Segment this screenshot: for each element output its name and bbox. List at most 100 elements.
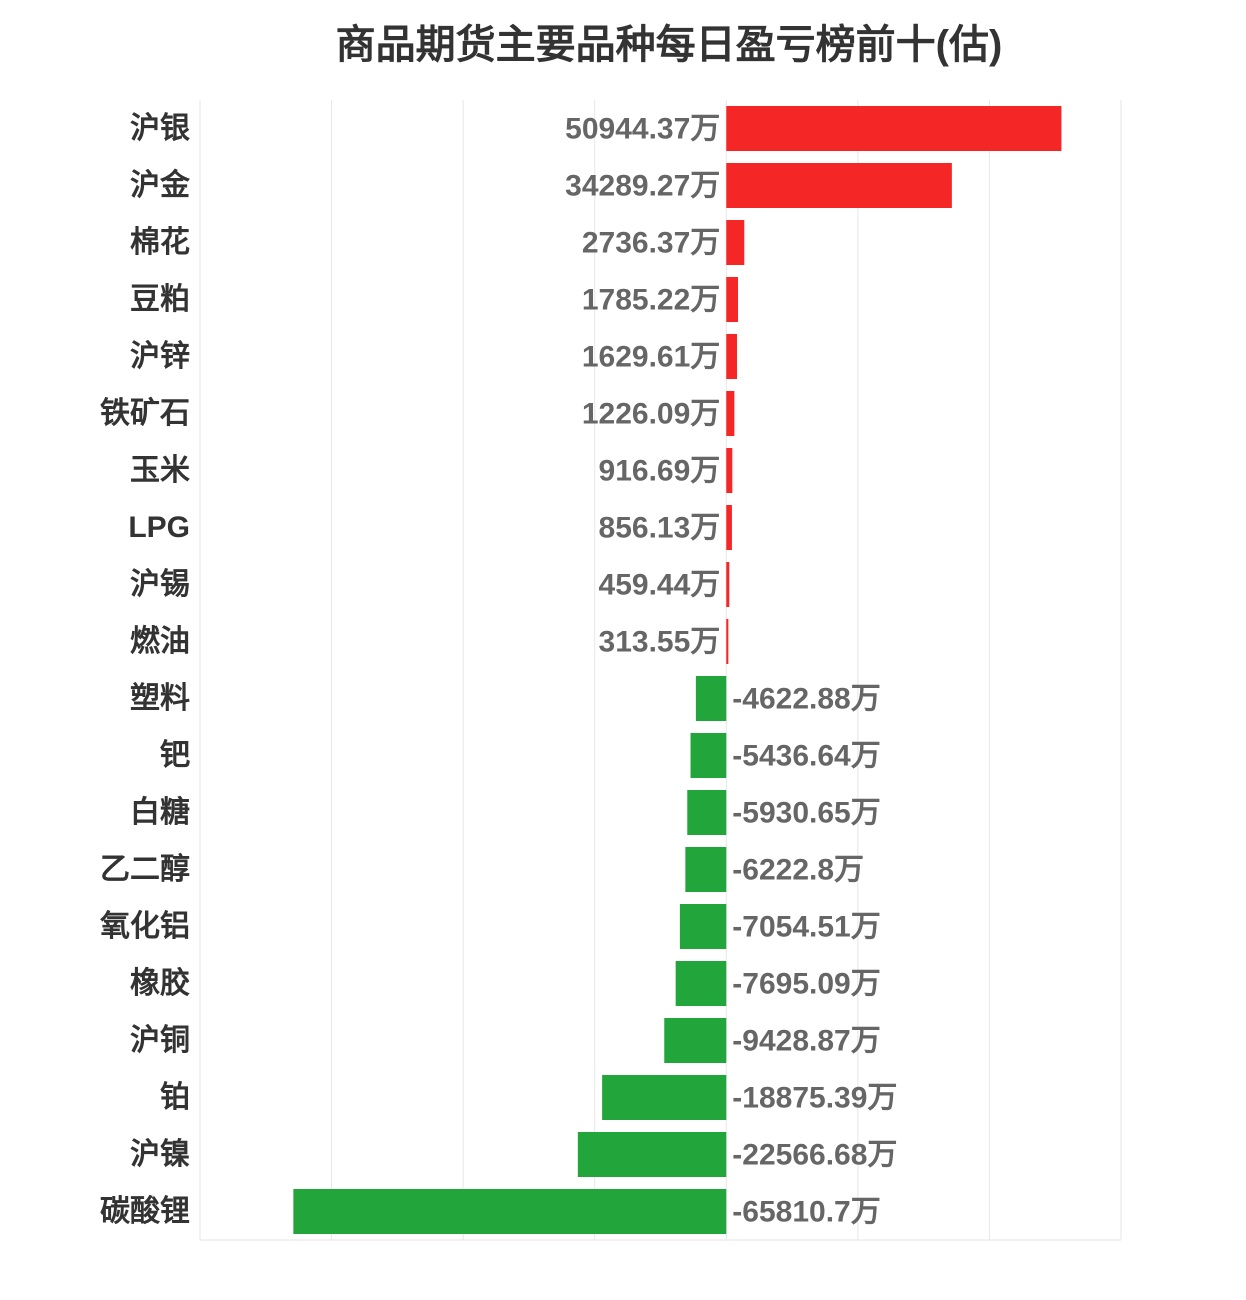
value-label-13: -5930.65万 xyxy=(732,796,880,829)
value-label-number: -5930.65 xyxy=(732,796,850,829)
value-label-10: 313.55万 xyxy=(599,625,721,658)
value-labels: 50944.37万34289.27万2736.37万1785.22万1629.6… xyxy=(565,112,897,1228)
bar-2 xyxy=(726,163,952,208)
value-label-unit: 万 xyxy=(690,283,720,316)
category-label-4: 豆粕 xyxy=(130,283,190,316)
value-label-1: 50944.37万 xyxy=(565,112,720,145)
bar-14 xyxy=(685,847,727,892)
value-label-unit: 万 xyxy=(851,1195,881,1228)
category-label-20: 碳酸锂 xyxy=(100,1195,190,1228)
value-label-number: 34289.27 xyxy=(565,169,690,202)
value-label-unit: 万 xyxy=(851,910,881,943)
bar-15 xyxy=(679,904,727,949)
value-label-unit: 万 xyxy=(851,682,881,715)
value-label-number: -6222.8 xyxy=(732,853,834,886)
value-label-8: 856.13万 xyxy=(599,511,721,544)
value-label-number: 1629.61 xyxy=(582,340,690,373)
category-label-6: 铁矿石 xyxy=(100,396,190,430)
bars xyxy=(293,106,1062,1234)
category-label-16: 橡胶 xyxy=(130,966,190,1000)
value-label-number: 2736.37 xyxy=(582,226,690,259)
category-label-15: 氧化铝 xyxy=(100,910,190,943)
bar-6 xyxy=(726,391,735,436)
bar-17 xyxy=(664,1018,727,1063)
value-label-unit: 万 xyxy=(867,1138,897,1171)
value-label-number: -4622.88 xyxy=(732,682,850,715)
value-label-number: 1226.09 xyxy=(582,397,690,430)
value-label-16: -7695.09万 xyxy=(732,967,880,1000)
bar-9 xyxy=(726,562,730,607)
bar-1 xyxy=(726,106,1062,151)
value-label-17: -9428.87万 xyxy=(732,1024,880,1057)
value-label-unit: 万 xyxy=(690,112,720,145)
category-label-10: 燃油 xyxy=(130,625,190,658)
bar-7 xyxy=(726,448,733,493)
category-label-3: 棉花 xyxy=(130,226,190,259)
value-label-unit: 万 xyxy=(690,340,720,373)
value-label-number: -9428.87 xyxy=(732,1024,850,1057)
value-label-number: 1785.22 xyxy=(582,283,690,316)
category-label-9: 沪锡 xyxy=(130,568,190,601)
value-label-number: 916.69 xyxy=(599,454,691,487)
gridlines xyxy=(199,100,1122,1241)
value-label-unit: 万 xyxy=(690,454,720,487)
bar-18 xyxy=(602,1075,727,1120)
value-label-unit: 万 xyxy=(851,796,881,829)
bar-19 xyxy=(577,1132,727,1177)
value-label-unit: 万 xyxy=(690,568,720,601)
value-label-unit: 万 xyxy=(851,1024,881,1057)
value-label-number: -7054.51 xyxy=(732,910,850,943)
value-label-14: -6222.8万 xyxy=(732,853,864,886)
bar-13 xyxy=(687,790,727,835)
category-label-5: 沪锌 xyxy=(130,340,190,373)
bar-12 xyxy=(690,733,727,778)
value-label-unit: 万 xyxy=(851,739,881,772)
value-label-unit: 万 xyxy=(834,853,864,886)
category-label-7: 玉米 xyxy=(130,454,190,487)
category-label-8: LPG xyxy=(128,511,190,544)
value-label-number: -5436.64 xyxy=(732,739,851,772)
bar-3 xyxy=(726,220,745,265)
value-label-3: 2736.37万 xyxy=(582,226,720,259)
value-label-number: 313.55 xyxy=(599,625,691,658)
value-label-number: -7695.09 xyxy=(732,967,850,1000)
value-label-18: -18875.39万 xyxy=(732,1081,897,1114)
category-label-13: 白糖 xyxy=(130,796,190,829)
bar-11 xyxy=(695,676,727,721)
value-label-20: -65810.7万 xyxy=(732,1195,880,1228)
value-label-unit: 万 xyxy=(690,169,720,202)
value-label-unit: 万 xyxy=(690,397,720,430)
category-label-14: 乙二醇 xyxy=(100,853,190,886)
value-label-number: 459.44 xyxy=(599,568,691,601)
value-label-19: -22566.68万 xyxy=(732,1138,897,1171)
category-label-1: 沪银 xyxy=(130,112,190,145)
value-label-unit: 万 xyxy=(867,1081,897,1114)
value-label-number: 856.13 xyxy=(599,511,691,544)
bar-20 xyxy=(293,1189,727,1234)
value-label-9: 459.44万 xyxy=(599,568,721,601)
value-label-number: -18875.39 xyxy=(732,1081,867,1114)
category-label-12: 钯 xyxy=(160,739,190,772)
value-label-7: 916.69万 xyxy=(599,454,721,487)
value-label-unit: 万 xyxy=(690,226,720,259)
value-label-11: -4622.88万 xyxy=(732,682,880,715)
bar-4 xyxy=(726,277,739,322)
category-label-18: 铂 xyxy=(160,1081,190,1114)
bar-5 xyxy=(726,334,738,379)
category-label-11: 塑料 xyxy=(130,682,190,715)
value-label-12: -5436.64万 xyxy=(732,739,880,772)
category-label-17: 沪铜 xyxy=(130,1024,190,1057)
value-label-number: -22566.68 xyxy=(732,1138,867,1171)
value-label-2: 34289.27万 xyxy=(565,169,720,202)
chart-title: 商品期货主要品种每日盈亏榜前十(估) xyxy=(336,23,1003,67)
bar-8 xyxy=(726,505,732,550)
value-label-number: -65810.7 xyxy=(732,1195,850,1228)
category-label-19: 沪镍 xyxy=(130,1138,190,1171)
value-label-6: 1226.09万 xyxy=(582,397,720,430)
value-label-4: 1785.22万 xyxy=(582,283,720,316)
category-label-2: 沪金 xyxy=(130,168,191,202)
value-label-unit: 万 xyxy=(851,967,881,1000)
bar-16 xyxy=(675,961,727,1006)
